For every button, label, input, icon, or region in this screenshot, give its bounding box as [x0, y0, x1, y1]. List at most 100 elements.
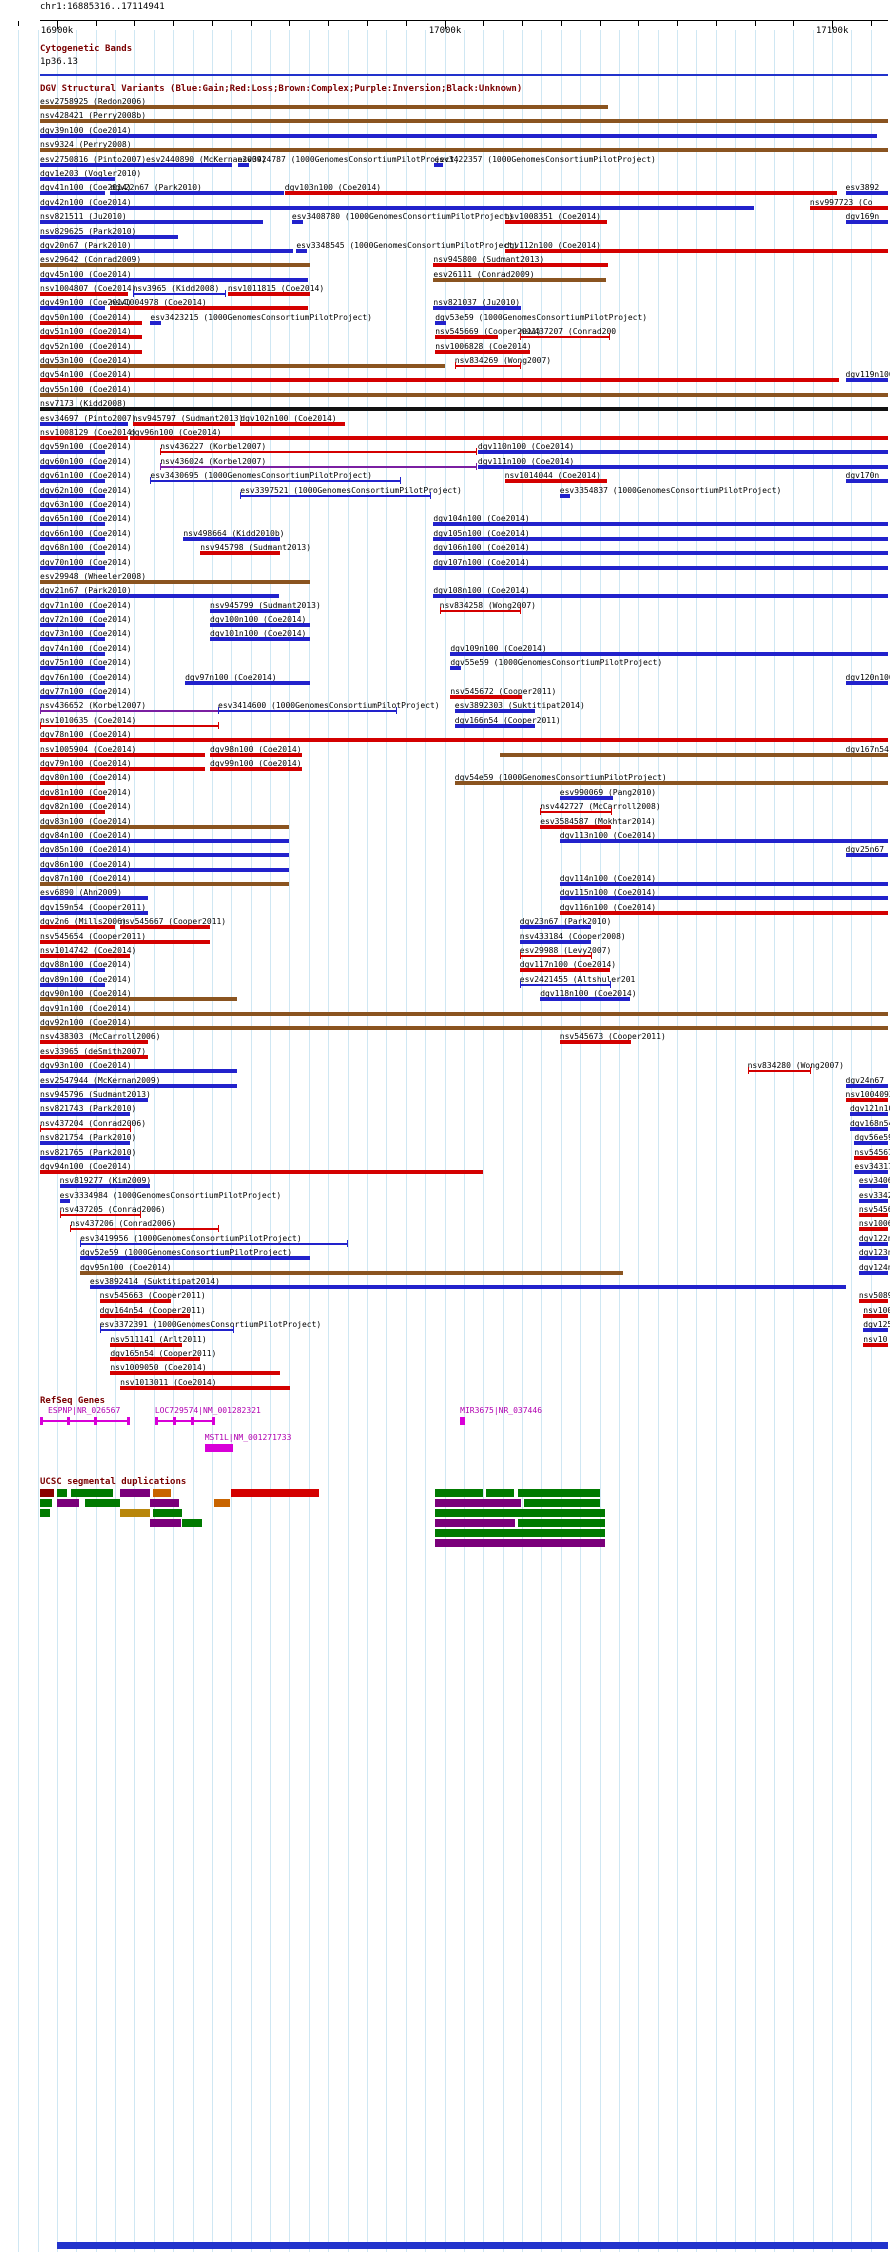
variant-bar[interactable] — [40, 507, 106, 512]
variant-label[interactable]: esv3414600 (1000GenomesConsortiumPilotPr… — [218, 701, 440, 711]
variant-label[interactable]: dgv80n100 (Coe2014) — [40, 773, 132, 783]
variant-label[interactable]: dgv122n10 — [858, 1233, 890, 1243]
variant-label[interactable]: dgv96n100 (Coe2014) — [129, 427, 222, 437]
variant-label[interactable]: dgv24n67 (Park201 — [845, 1075, 890, 1085]
variant-label[interactable]: dgv102n100 (Coe2014) — [240, 413, 337, 423]
variant-bar[interactable] — [858, 1184, 889, 1189]
variant-label[interactable]: dgv116n100 (Coe2014) — [559, 902, 657, 912]
variant-label[interactable]: dgv63n100 (Coe2014) — [40, 499, 132, 509]
variant-bar[interactable] — [40, 335, 143, 340]
variant-bar[interactable] — [433, 263, 608, 268]
variant-bar[interactable] — [450, 695, 522, 700]
variant-label[interactable]: dgv103n100 (Coe2014) — [284, 183, 382, 193]
variant-label[interactable]: nsv819277 (Kim2009) — [59, 1176, 152, 1186]
segdup-block[interactable] — [435, 1509, 606, 1517]
variant-bar[interactable] — [132, 421, 235, 426]
variant-bar[interactable] — [559, 1040, 631, 1045]
variant-bar[interactable] — [40, 1097, 148, 1102]
variant-label[interactable]: dgv87n100 (Coe2014) — [40, 874, 132, 884]
variant-bar[interactable] — [40, 853, 290, 858]
variant-label[interactable]: dgv107n100 (Coe2014) — [433, 557, 530, 567]
variant-label[interactable]: esv3584587 (Mokhtar2014) — [540, 816, 656, 826]
variant-bar[interactable] — [59, 1198, 71, 1203]
variant-label[interactable]: nsv545672 (Cooper2011) — [450, 687, 557, 697]
variant-label[interactable]: dgv49n100 (Coe2014) — [40, 298, 132, 308]
variant-label[interactable]: dgv118n100 (Coe2014) — [540, 989, 637, 999]
segdup-block[interactable] — [213, 1499, 230, 1507]
variant-label[interactable]: nsv498664 (Kidd2010b) — [183, 528, 285, 538]
variant-line[interactable] — [218, 710, 397, 713]
variant-bar[interactable] — [854, 1141, 889, 1146]
variant-label[interactable]: nsv1013011 (Coe2014) — [120, 1377, 217, 1387]
variant-label[interactable]: esv3892303 (Suktitipat2014) — [454, 701, 585, 711]
variant-label[interactable]: dgv94n100 (Coe2014) — [40, 1161, 132, 1171]
variant-label[interactable]: nsv1008129 (Coe2014) — [40, 427, 137, 437]
variant-bar[interactable] — [40, 1040, 148, 1045]
variant-label[interactable]: dgv23n67 (Park2010) — [519, 917, 612, 927]
variant-bar[interactable] — [454, 723, 535, 728]
gene-glyph[interactable] — [204, 1444, 234, 1452]
variant-bar[interactable] — [504, 248, 889, 253]
variant-bar[interactable] — [59, 1184, 150, 1189]
variant-bar[interactable] — [40, 565, 106, 570]
variant-bar[interactable] — [150, 320, 162, 325]
variant-label[interactable]: dgv169n — [845, 212, 880, 222]
variant-label[interactable]: dgv82n100 (Coe2014) — [40, 802, 132, 812]
variant-label[interactable]: esv29948 (Wheeler2008) — [40, 571, 147, 581]
variant-label[interactable]: dgv52e59 (1000GenomesConsortiumPilotProj… — [80, 1248, 293, 1258]
variant-bar[interactable] — [40, 824, 290, 829]
variant-bar[interactable] — [40, 248, 293, 253]
variant-bar[interactable] — [110, 306, 308, 311]
variant-label[interactable]: nsv10 — [863, 1334, 888, 1344]
variant-label[interactable]: nsv821765 (Park2010) — [40, 1147, 137, 1157]
gene-label[interactable]: MIR3675|NR_037446 — [460, 1406, 543, 1415]
variant-line[interactable] — [519, 336, 609, 339]
variant-bar[interactable] — [519, 968, 610, 973]
segdup-block[interactable] — [40, 1499, 52, 1507]
variant-label[interactable]: dgv51n100 (Coe2014) — [40, 327, 132, 337]
variant-label[interactable]: nsv834258 (Wong2007) — [439, 600, 536, 610]
variant-bar[interactable] — [858, 1256, 889, 1261]
variant-label[interactable]: nsv1008351 (Coe2014) — [504, 212, 601, 222]
variant-label[interactable]: nsv545654 (Cooper2011) — [40, 931, 147, 941]
variant-label[interactable]: esv3431776 ( — [854, 1161, 890, 1171]
variant-bar[interactable] — [849, 1112, 889, 1117]
variant-label[interactable]: dgv71n100 (Coe2014) — [40, 600, 132, 610]
variant-label[interactable]: esv3422357 (1000GenomesConsortiumPilotPr… — [434, 154, 656, 164]
segdup-block[interactable] — [435, 1539, 606, 1547]
variant-bar[interactable] — [183, 536, 281, 541]
variant-label[interactable]: nsv1010635 (Coe2014) — [40, 715, 137, 725]
variant-bar[interactable] — [858, 1227, 889, 1232]
variant-bar[interactable] — [40, 680, 106, 685]
variant-bar[interactable] — [454, 781, 889, 786]
variant-label[interactable]: dgv42n100 (Coe2014) — [40, 197, 132, 207]
variant-bar[interactable] — [99, 1299, 171, 1304]
variant-bar[interactable] — [40, 493, 106, 498]
variant-bar[interactable] — [40, 220, 263, 225]
variant-label[interactable]: dgv54e59 (1000GenomesConsortiumPilotProj… — [454, 773, 667, 783]
variant-label[interactable]: nsv945798 (Sudmant2013) — [200, 543, 312, 553]
variant-bar[interactable] — [433, 277, 607, 282]
gene-glyph[interactable] — [40, 1417, 130, 1425]
segdup-block[interactable] — [435, 1519, 516, 1527]
variant-label[interactable]: dgv109n100 (Coe2014) — [450, 643, 547, 653]
segdup-block[interactable] — [40, 1489, 55, 1497]
variant-bar[interactable] — [40, 421, 129, 426]
variant-bar[interactable] — [40, 378, 840, 383]
variant-bar[interactable] — [40, 162, 146, 167]
variant-bar[interactable] — [477, 464, 889, 469]
variant-label[interactable]: nsv1002 — [863, 1305, 890, 1315]
variant-bar[interactable] — [845, 1083, 889, 1088]
variant-bar[interactable] — [40, 277, 308, 282]
variant-bar[interactable] — [110, 1342, 182, 1347]
variant-label[interactable]: nsv437207 (Conrad200 — [519, 327, 617, 337]
variant-label[interactable]: dgv115n100 (Coe2014) — [559, 888, 657, 898]
variant-bar[interactable] — [40, 594, 280, 599]
segdup-block[interactable] — [517, 1519, 606, 1527]
segdup-block[interactable] — [56, 1499, 80, 1507]
variant-line[interactable] — [454, 365, 520, 368]
variant-label[interactable]: dgv92n100 (Coe2014) — [40, 1018, 132, 1027]
segdup-block[interactable] — [120, 1509, 151, 1517]
variant-bar[interactable] — [849, 1126, 889, 1131]
gene-label[interactable]: LOC729574|NM_001282321 — [154, 1406, 261, 1415]
